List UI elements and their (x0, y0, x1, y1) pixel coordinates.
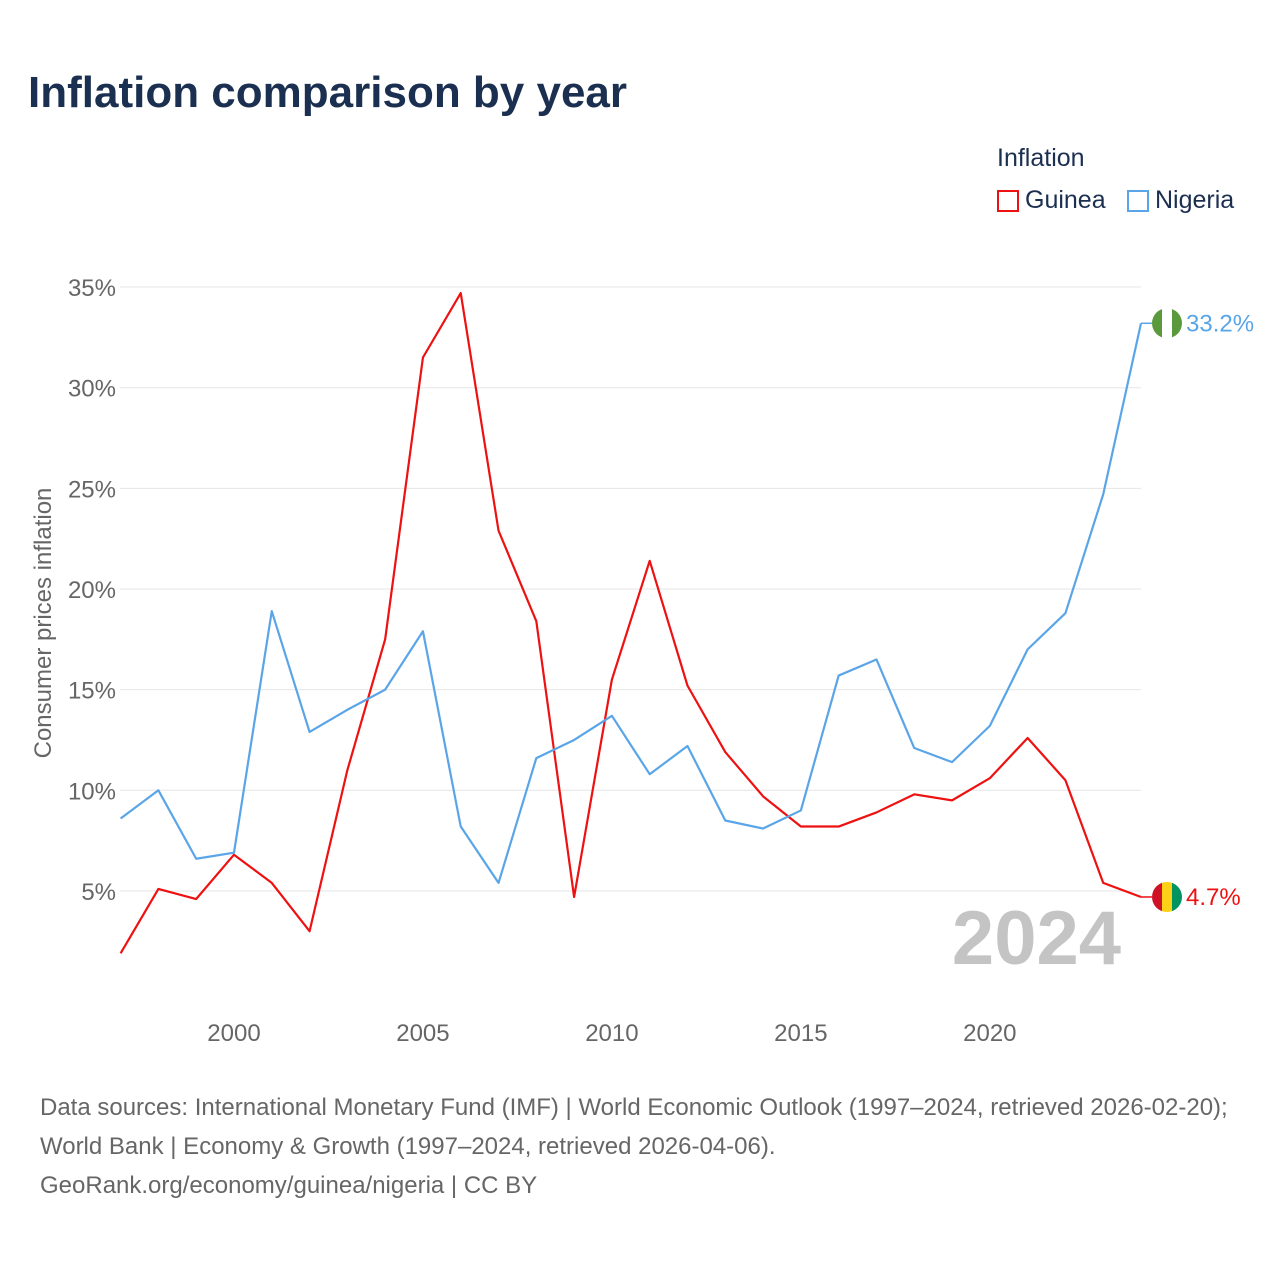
legend-title: Inflation (997, 144, 1085, 172)
flag-icon-nigeria (1152, 308, 1182, 339)
source-credit: GeoRank.org/economy/guinea/nigeria | CC … (40, 1172, 538, 1199)
legend-item-guinea[interactable]: Guinea (997, 186, 1106, 215)
flag-stripe (1162, 881, 1173, 912)
y-tick-label: 5% (81, 879, 116, 906)
flag-stripe (1152, 308, 1163, 339)
flag-icon-guinea (1152, 881, 1182, 912)
x-tick-label: 2000 (207, 1020, 260, 1047)
end-value-label: 33.2% (1186, 310, 1254, 337)
legend-label: Guinea (1025, 186, 1106, 214)
end-value-label: 4.7% (1186, 884, 1241, 911)
series-line-nigeria (119, 323, 1143, 884)
y-tick-label: 20% (68, 577, 116, 604)
series-line-guinea (119, 291, 1142, 954)
y-tick-label: 30% (68, 376, 116, 403)
x-tick-label: 2005 (396, 1020, 449, 1047)
flag-stripe (1152, 881, 1163, 912)
flag-stripe (1172, 881, 1182, 912)
chart-title: Inflation comparison by year (28, 68, 628, 117)
flag-stripe (1162, 308, 1173, 339)
legend-swatch-nigeria (1127, 189, 1149, 212)
source-note: Data sources: International Monetary Fun… (40, 1088, 1250, 1205)
y-tick-label: 35% (68, 275, 116, 302)
legend-swatch-guinea (997, 189, 1019, 212)
source-text: Data sources: International Monetary Fun… (40, 1094, 1228, 1160)
y-tick-label: 15% (68, 678, 116, 705)
legend-item-nigeria[interactable]: Nigeria (1127, 186, 1234, 215)
x-tick-label: 2020 (963, 1020, 1016, 1047)
y-tick-label: 10% (68, 778, 116, 805)
flag-stripe (1172, 308, 1182, 339)
x-tick-label: 2015 (774, 1020, 827, 1047)
y-axis-label: Consumer prices inflation (30, 488, 57, 759)
year-watermark: 2024 (952, 896, 1121, 981)
y-tick-label: 25% (68, 476, 116, 503)
legend-label: Nigeria (1155, 186, 1235, 214)
x-tick-label: 2010 (585, 1020, 638, 1047)
